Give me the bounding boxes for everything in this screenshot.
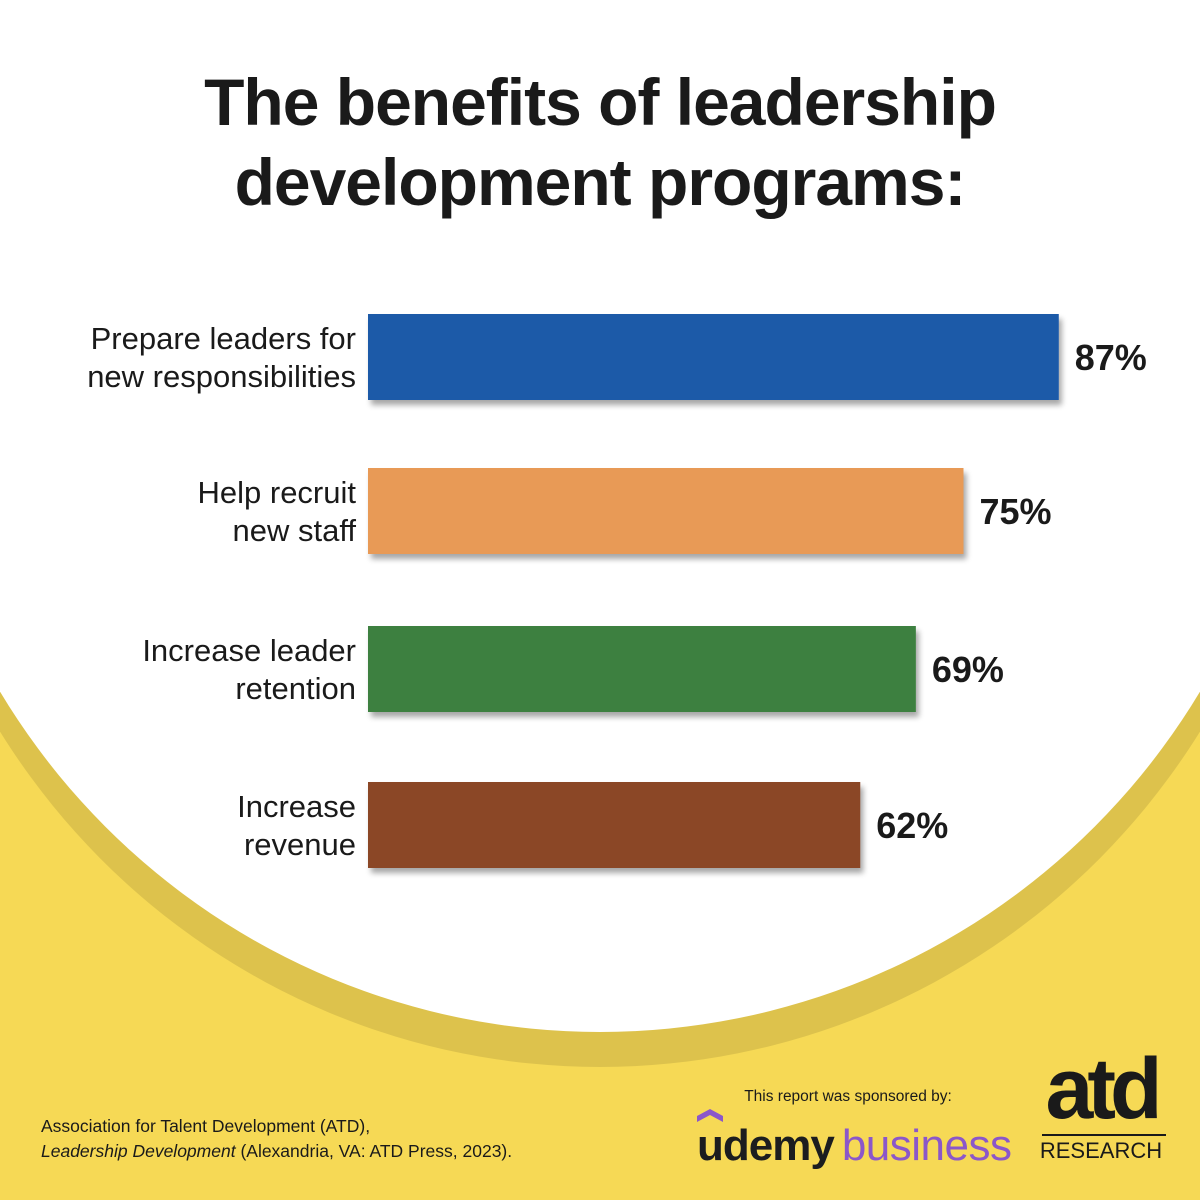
category-label-1: Prepare leaders for new responsibilities <box>87 321 356 394</box>
value-label-1: 87% <box>1075 337 1147 378</box>
value-label-3: 69% <box>932 649 1004 690</box>
title-line-1: The benefits of leadership <box>204 65 997 139</box>
bar-1 <box>368 314 1059 400</box>
category-label-4: Increase revenue <box>237 789 356 862</box>
title-line-2: development programs: <box>234 145 967 219</box>
atd-research-logo: atd RESEARCH <box>1034 1046 1168 1170</box>
atd-wordmark: atd <box>1045 1041 1163 1137</box>
category-label-3: Increase leader retention <box>142 633 356 706</box>
value-label-4: 62% <box>876 805 948 846</box>
page-title: The benefits of leadership development p… <box>0 62 1200 222</box>
atd-logo-divider <box>1042 1134 1166 1136</box>
category-label-line: Help recruit <box>198 475 357 510</box>
atd-research-text: RESEARCH <box>1039 1138 1163 1163</box>
udemy-wordmark: udemy <box>697 1109 835 1170</box>
category-label-2: Help recruit new staff <box>198 475 357 548</box>
category-label-line: Prepare leaders for <box>91 321 356 356</box>
bar-4 <box>368 782 861 868</box>
category-label-line: revenue <box>244 827 356 862</box>
bar-2 <box>368 468 964 554</box>
citation-book-title: Leadership Development <box>41 1141 236 1161</box>
category-label-line: Increase <box>237 789 356 824</box>
business-word-text: business <box>841 1121 1012 1170</box>
citation-publisher: (Alexandria, VA: ATD Press, 2023). <box>235 1141 513 1161</box>
udemy-hat-icon <box>697 1109 723 1122</box>
category-label-line: new responsibilities <box>87 359 356 394</box>
bar-3 <box>368 626 916 712</box>
bars-group: Prepare leaders for new responsibilities 8… <box>87 314 1147 868</box>
value-label-2: 75% <box>980 491 1052 532</box>
category-label-line: retention <box>235 671 356 706</box>
citation: Association for Talent Development (ATD)… <box>41 1114 512 1164</box>
sponsor-text: This report was sponsored by: <box>744 1088 952 1105</box>
udemy-business-logo: udemy business <box>697 1109 1012 1176</box>
citation-line-1: Association for Talent Development (ATD)… <box>41 1116 371 1136</box>
category-label-line: Increase leader <box>142 633 356 668</box>
udemy-word-text: udemy <box>697 1121 835 1170</box>
citation-line-2: Leadership Development (Alexandria, VA: … <box>41 1139 512 1164</box>
category-label-line: new staff <box>232 513 356 548</box>
